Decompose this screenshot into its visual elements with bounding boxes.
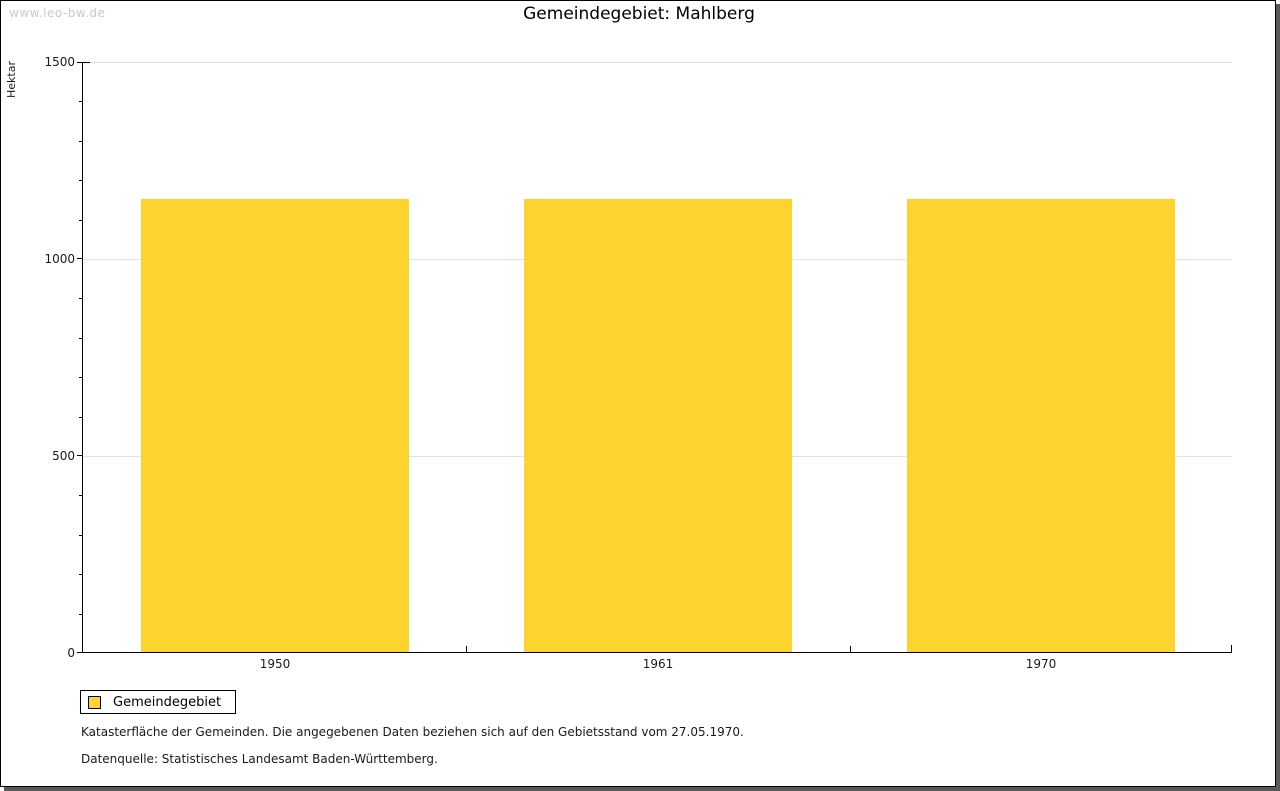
y-tick-label-500: 500 bbox=[52, 449, 75, 463]
legend-label: Gemeindegebiet bbox=[113, 694, 222, 710]
footnote-source-note: Katasterfläche der Gemeinden. Die angege… bbox=[81, 725, 744, 739]
y-tick-label-1000: 1000 bbox=[44, 252, 75, 266]
legend-swatch-icon bbox=[88, 695, 101, 709]
y-axis-end-cap bbox=[83, 62, 90, 63]
y-tick-minor-1100 bbox=[79, 219, 83, 221]
x-tick-label-1961: 1961 bbox=[642, 657, 674, 671]
y-tick-minor-700 bbox=[79, 377, 83, 379]
y-tick-minor-600 bbox=[79, 416, 83, 418]
gridline-1500 bbox=[83, 62, 1232, 63]
chart-title: Gemeindegebiet: Mahlberg bbox=[523, 4, 755, 24]
x-tick-label-1950: 1950 bbox=[259, 657, 291, 671]
y-tick-major-500 bbox=[77, 455, 83, 456]
y-axis-title: Hektar bbox=[5, 61, 18, 98]
watermark-url: www.leo-bw.de bbox=[9, 6, 106, 20]
y-tick-minor-1400 bbox=[79, 101, 83, 103]
x-axis-end-cap bbox=[1231, 645, 1232, 652]
y-tick-minor-300 bbox=[79, 534, 83, 536]
y-tick-minor-900 bbox=[79, 298, 83, 300]
plot-area: 0 500 1000 1500 1950 1961 1970 bbox=[44, 55, 1232, 671]
x-tick-boundary-2 bbox=[850, 646, 851, 652]
bar-1950 bbox=[141, 199, 409, 652]
y-tick-minor-100 bbox=[79, 613, 83, 615]
x-tick-boundary-1 bbox=[466, 646, 467, 652]
y-tick-major-1000 bbox=[77, 258, 83, 259]
y-tick-major-1500 bbox=[77, 62, 83, 63]
y-tick-minor-400 bbox=[79, 495, 83, 497]
y-tick-minor-1300 bbox=[79, 140, 83, 142]
y-tick-label-1500: 1500 bbox=[44, 55, 75, 69]
y-tick-minor-1200 bbox=[79, 180, 83, 182]
bar-1961 bbox=[524, 199, 792, 652]
y-tick-minor-800 bbox=[79, 337, 83, 339]
y-tick-minor-200 bbox=[79, 574, 83, 576]
y-tick-major-0 bbox=[77, 652, 83, 653]
x-tick-label-1970: 1970 bbox=[1025, 657, 1057, 671]
legend-box: Gemeindegebiet bbox=[80, 690, 237, 714]
y-tick-label-0: 0 bbox=[67, 646, 75, 660]
footnote-data-source: Datenquelle: Statistisches Landesamt Bad… bbox=[81, 752, 438, 766]
bar-1970 bbox=[907, 199, 1175, 652]
